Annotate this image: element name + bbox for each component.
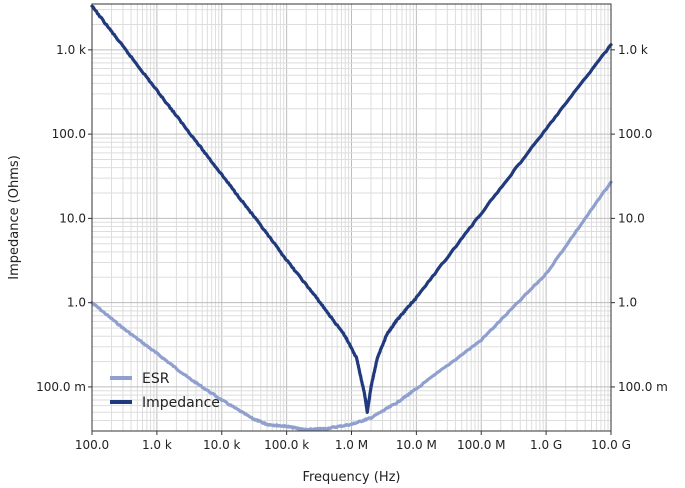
grid (91, 4, 612, 432)
series-lines (90, 4, 613, 432)
y-tick-label-left: 10.0 (59, 211, 86, 225)
x-tick-label: 100.0 (75, 438, 109, 452)
y-tick-label-right: 1.0 (618, 296, 637, 310)
x-tick-label: 10.0 k (203, 438, 241, 452)
y-tick-label-left: 100.0 m (36, 380, 86, 394)
x-tick-label: 10.0 G (591, 438, 631, 452)
y-tick-label-right: 100.0 m (618, 380, 668, 394)
y-tick-label-left: 1.0 k (56, 43, 86, 57)
x-tick-label: 100.0 k (264, 438, 309, 452)
y-tick-label-right: 100.0 (618, 127, 652, 141)
y-tick-label-right: 10.0 (618, 211, 645, 225)
x-tick-label: 1.0 M (335, 438, 368, 452)
x-tick-label: 1.0 G (530, 438, 562, 452)
y-axis-label: Impedance (Ohms) (7, 155, 22, 280)
legend: ESR Impedance (110, 371, 220, 411)
y-tick-label-left: 100.0 (52, 127, 86, 141)
impedance-series-line (90, 4, 613, 414)
y-tick-label-left: 1.0 (67, 296, 86, 310)
legend-label-impedance: Impedance (142, 395, 220, 411)
x-tick-label: 100.0 M (457, 438, 506, 452)
x-axis-label: Frequency (Hz) (302, 470, 400, 485)
y-tick-label-right: 1.0 k (618, 43, 648, 57)
esr-series-line (90, 180, 613, 432)
x-tick-label: 1.0 k (142, 438, 172, 452)
axes: 100.0 1.0 k 10.0 k 100.0 k 1.0 M 10.0 M 100.0 … (7, 3, 668, 485)
legend-label-esr: ESR (142, 371, 170, 387)
x-tick-label: 10.0 M (396, 438, 437, 452)
